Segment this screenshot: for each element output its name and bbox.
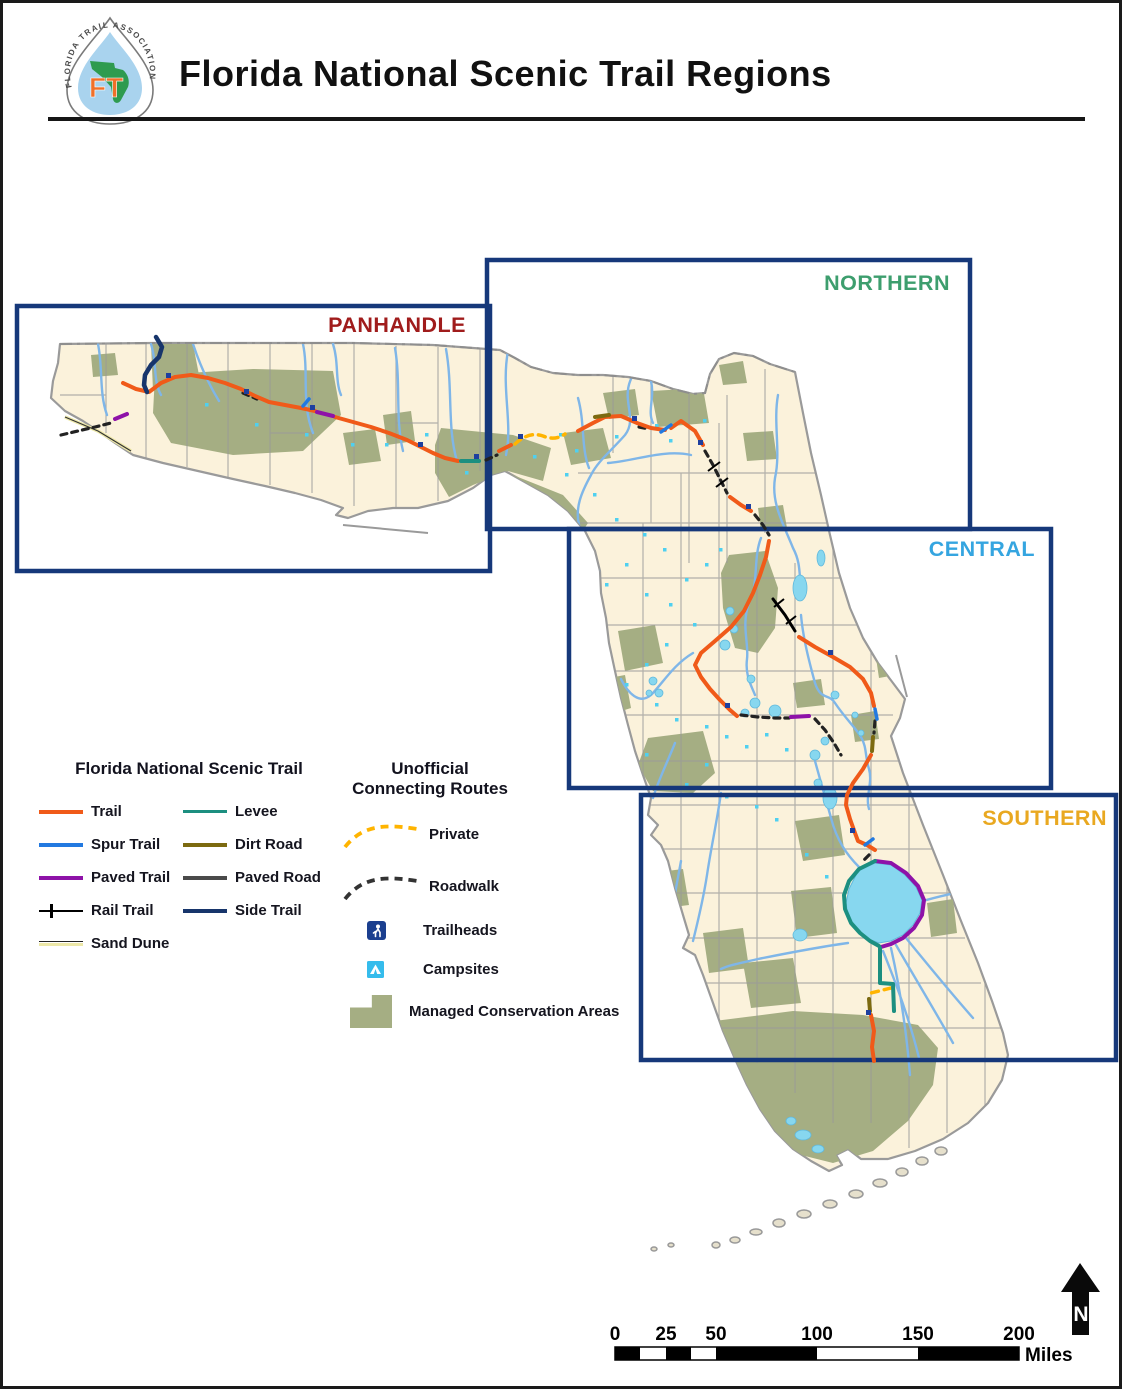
scale-tick-50: 50 xyxy=(705,1324,726,1345)
region-box-panhandle xyxy=(14,303,493,574)
dirt-road-path xyxy=(593,413,875,1013)
spur-trail-label: Spur Trail xyxy=(91,836,161,853)
trailhead-markers xyxy=(166,373,871,1015)
campsite-markers xyxy=(205,403,829,879)
region-label-northern: NORTHERN xyxy=(824,271,950,295)
paved-road-swatch xyxy=(183,875,227,880)
roadwalk-label: Roadwalk xyxy=(429,877,500,895)
managed-conservation-areas-swatch xyxy=(350,995,392,1028)
spur-trail-path xyxy=(301,397,879,847)
private-route-path xyxy=(513,432,893,996)
scale-tick-150: 150 xyxy=(902,1324,934,1345)
page-title: Florida National Scenic Trail Regions xyxy=(179,53,832,94)
legend-unofficial-title: Unofficial Connecting Routes xyxy=(341,759,519,799)
spur-trail-swatch xyxy=(39,842,83,847)
legend-trail-title: Florida National Scenic Trail xyxy=(75,759,303,778)
region-box-central xyxy=(566,526,1054,791)
trail-swatch xyxy=(39,809,83,814)
logo-monogram: FT xyxy=(89,72,123,103)
private-label: Private xyxy=(429,825,480,843)
logo-florida-shape xyxy=(90,61,129,103)
north-arrow-label: N xyxy=(1073,1303,1088,1326)
scale-tick-200: 200 xyxy=(1003,1324,1035,1345)
region-label-central: CENTRAL xyxy=(929,537,1035,561)
region-box-southern xyxy=(638,792,1119,1063)
legend-unofficial-title-line2: Connecting Routes xyxy=(352,779,508,798)
sand-dune-swatch xyxy=(39,940,83,947)
roadwalk-path xyxy=(59,391,877,864)
levee-path xyxy=(459,459,896,1013)
sand-dune-path-line xyxy=(64,416,132,452)
trailhead-icon xyxy=(367,921,386,940)
paved-trail-path xyxy=(113,410,927,949)
paved-trail-swatch xyxy=(39,875,83,880)
region-boxes xyxy=(14,257,1119,1063)
florida-keys xyxy=(650,1146,948,1252)
region-label-southern: SOUTHERN xyxy=(982,806,1107,830)
trailheads-label: Trailheads xyxy=(423,922,498,939)
roadwalk-swatch xyxy=(343,876,418,901)
campsites-label: Campsites xyxy=(423,961,499,978)
paved-road-label: Paved Road xyxy=(235,869,321,886)
legend-unofficial-title-line1: Unofficial xyxy=(391,759,469,778)
campsite-icon xyxy=(367,961,384,978)
scale-tick-100: 100 xyxy=(801,1324,833,1345)
trail-path xyxy=(121,373,877,1063)
rail-trail-ticks xyxy=(707,461,797,625)
levee-swatch xyxy=(183,810,227,813)
scale-bar: 0 25 50 100 150 200 Miles xyxy=(610,1324,1073,1366)
florida-trail-association-logo: FLORIDA TRAIL ASSOCIATION FT xyxy=(63,16,156,125)
rivers xyxy=(96,343,975,1077)
scale-tick-0: 0 xyxy=(610,1324,621,1345)
north-arrow: N xyxy=(1061,1263,1100,1335)
side-trail-label: Side Trail xyxy=(235,902,302,919)
dirt-road-swatch xyxy=(183,842,227,847)
conservation-areas xyxy=(91,344,957,1163)
side-trail-path xyxy=(141,334,165,395)
side-trail-swatch xyxy=(183,908,227,913)
scale-unit-label: Miles xyxy=(1025,1345,1073,1366)
state-border xyxy=(59,342,796,396)
dirt-road-label: Dirt Road xyxy=(235,836,303,853)
region-label-panhandle: PANHANDLE xyxy=(328,313,466,337)
legend-florida-national-scenic-trail: Florida National Scenic Trail Trail Leve… xyxy=(39,759,339,952)
barrier-islands xyxy=(342,524,908,698)
legend-unofficial-connecting-routes: Unofficial Connecting Routes Private Roa… xyxy=(341,759,671,1039)
trail-label: Trail xyxy=(91,803,122,820)
florida-map: PANHANDLE NORTHERN CENTRAL SOUTHERN 0 25… xyxy=(14,257,1119,1366)
rail-trail-swatch xyxy=(39,903,83,918)
rail-trail-label: Rail Trail xyxy=(91,902,154,919)
title-rule xyxy=(48,117,1085,121)
scale-tick-25: 25 xyxy=(655,1324,677,1345)
private-route-swatch xyxy=(343,824,418,849)
managed-conservation-areas-label: Managed Conservation Areas xyxy=(409,1003,620,1020)
levee-label: Levee xyxy=(235,803,278,820)
sand-dune-label: Sand Dune xyxy=(91,935,170,952)
paved-trail-label: Paved Trail xyxy=(91,869,171,886)
